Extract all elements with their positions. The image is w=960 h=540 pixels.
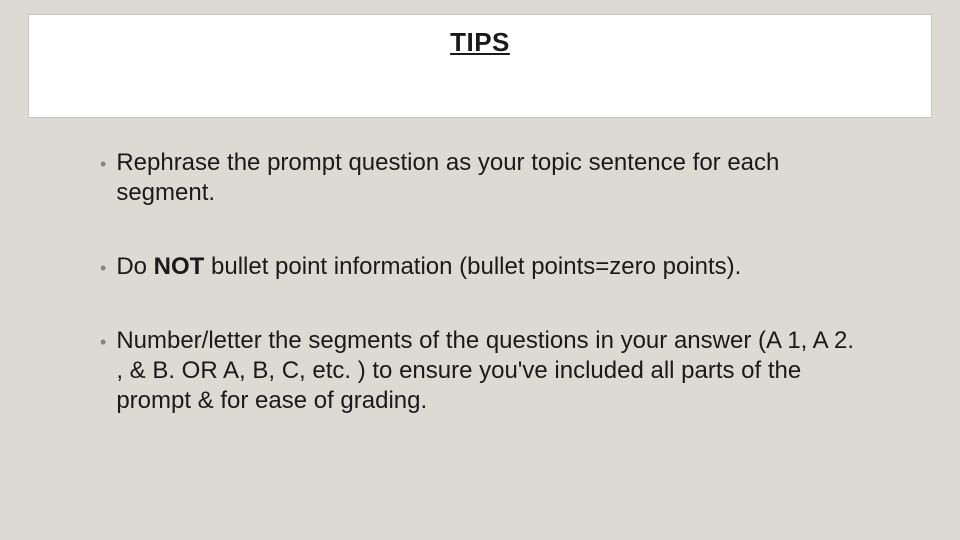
bullet-text-bold: NOT [154, 253, 205, 280]
bullet-icon: • [100, 331, 106, 354]
bullet-text-post: bullet point information (bullet points=… [204, 253, 741, 280]
bullet-icon: • [100, 153, 106, 176]
bullet-text-pre: Do [116, 253, 153, 280]
bullet-list: • Rephrase the prompt question as your t… [100, 148, 860, 416]
bullet-icon: • [100, 257, 106, 280]
list-item: • Number/letter the segments of the ques… [100, 326, 860, 416]
list-item: • Do NOT bullet point information (bulle… [100, 252, 860, 282]
slide-title: TIPS [450, 27, 510, 58]
list-item: • Rephrase the prompt question as your t… [100, 148, 860, 208]
title-band: TIPS [28, 14, 932, 118]
bullet-text: Rephrase the prompt question as your top… [116, 148, 860, 208]
bullet-text: Do NOT bullet point information (bullet … [116, 252, 860, 282]
bullet-text: Number/letter the segments of the questi… [116, 326, 860, 416]
